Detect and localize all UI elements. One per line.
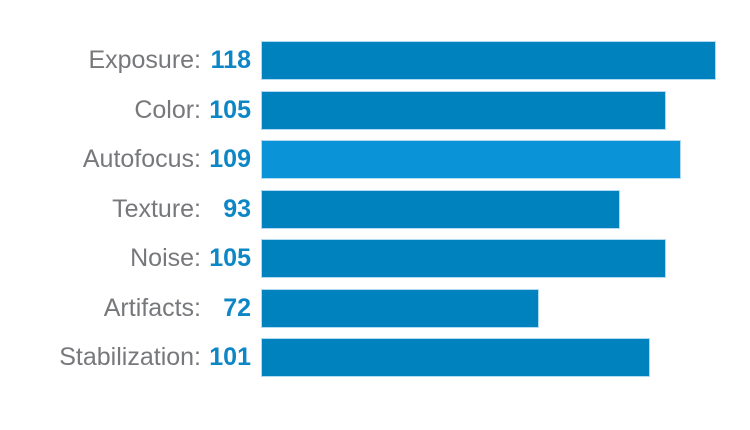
row-label-area: Noise: 105 (0, 244, 251, 273)
row-label-area: Stabilization: 101 (0, 343, 251, 372)
category-label: Autofocus: (82, 145, 201, 173)
category-label: Noise: (130, 244, 201, 272)
score-value: 93 (223, 194, 251, 223)
score-value: 118 (210, 46, 251, 74)
bar-chart: Exposure: 118 Color: 105 Autofocus: 109 … (0, 41, 716, 388)
category-label: Color: (134, 95, 201, 124)
score-value: 101 (209, 343, 251, 371)
score-value: 72 (223, 293, 251, 322)
score-bar-highlighted[interactable] (261, 140, 682, 179)
chart-row: Noise: 105 (0, 239, 716, 278)
row-label-area: Texture: 93 (0, 195, 251, 224)
chart-row: Texture: 93 (0, 189, 716, 229)
score-value: 109 (209, 145, 251, 173)
score-bar[interactable] (261, 90, 666, 130)
chart-row: Stabilization: 101 (0, 338, 716, 377)
row-label-area: Autofocus: 109 (0, 145, 251, 174)
score-bar[interactable] (261, 189, 620, 229)
score-bar[interactable] (261, 338, 651, 377)
score-value: 105 (209, 95, 251, 124)
score-value: 105 (209, 244, 251, 272)
row-label-area: Artifacts: 72 (0, 294, 251, 323)
chart-row: Artifacts: 72 (0, 288, 716, 328)
row-label-area: Color: 105 (0, 96, 251, 125)
score-bar[interactable] (261, 239, 666, 278)
chart-row: Color: 105 (0, 90, 716, 130)
score-bar[interactable] (261, 41, 716, 80)
category-label: Exposure: (88, 46, 201, 74)
category-label: Artifacts: (103, 293, 201, 322)
category-label: Stabilization: (59, 343, 201, 371)
chart-row: Exposure: 118 (0, 41, 716, 80)
score-bar[interactable] (261, 288, 539, 328)
chart-row: Autofocus: 109 (0, 140, 716, 179)
category-label: Texture: (112, 194, 201, 223)
row-label-area: Exposure: 118 (0, 46, 251, 75)
